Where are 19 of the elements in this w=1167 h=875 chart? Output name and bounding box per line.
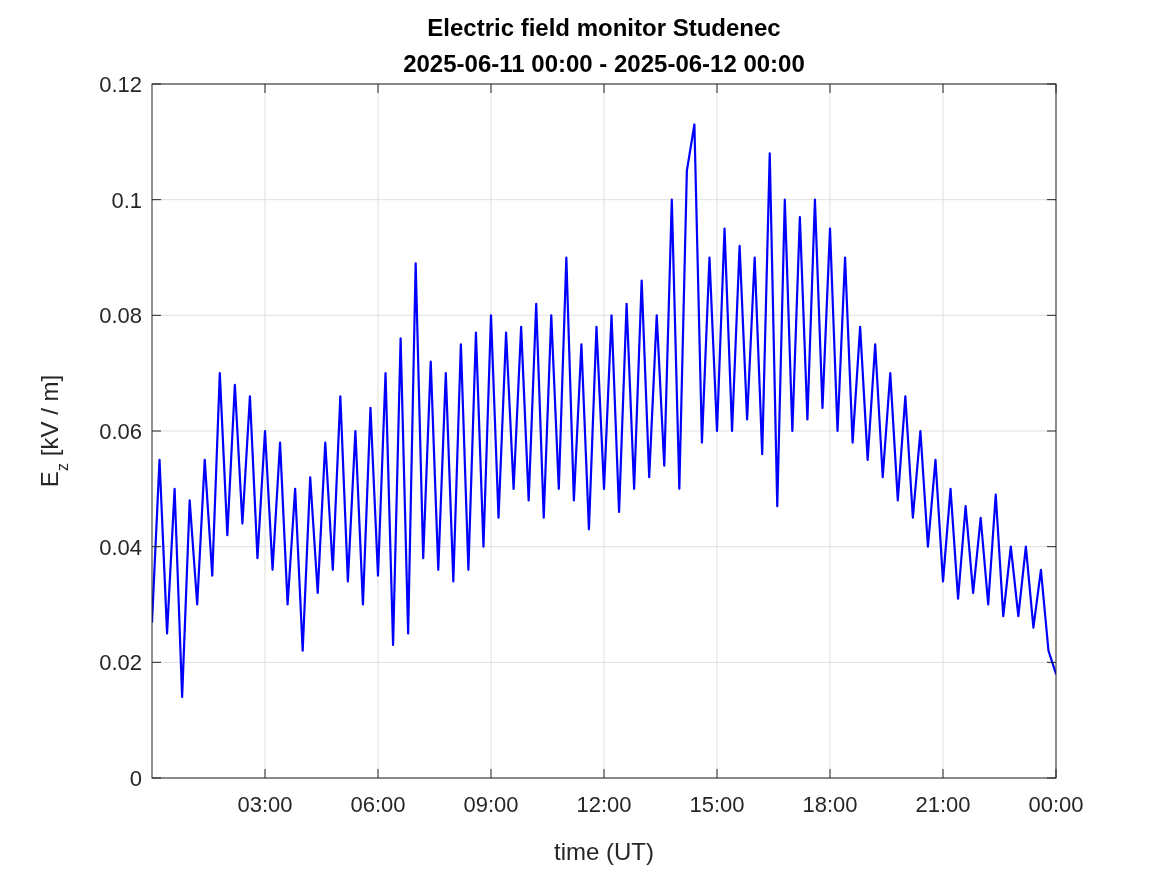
line-series <box>152 123 1056 699</box>
x-tick-label: 12:00 <box>576 792 632 817</box>
y-tick-label: 0.02 <box>99 650 142 676</box>
y-tick-label: 0.04 <box>99 534 142 560</box>
x-tick-label: 09:00 <box>463 792 519 817</box>
y-tick-label: 0.08 <box>99 303 142 329</box>
y-tick-label: 0.1 <box>111 187 142 213</box>
x-tick-label: 18:00 <box>802 792 858 817</box>
x-tick-label: 00:00 <box>1028 792 1084 817</box>
x-tick-label: 21:00 <box>915 792 971 817</box>
x-tick-label: 06:00 <box>350 792 406 817</box>
y-tick-label: 0.06 <box>99 419 142 444</box>
x-tick-label: 03:00 <box>237 792 293 817</box>
x-tick-label: 15:00 <box>689 792 745 817</box>
x-axis-title: time (UT) <box>554 838 654 865</box>
y-tick-label: 0 <box>129 766 142 791</box>
chart-subtitle: 2025-06-11 00:00 - 2025-06-12 00:00 <box>403 50 805 77</box>
chart-title: Electric field monitor Studenec <box>427 14 781 41</box>
y-tick-label: 0.12 <box>99 72 142 97</box>
